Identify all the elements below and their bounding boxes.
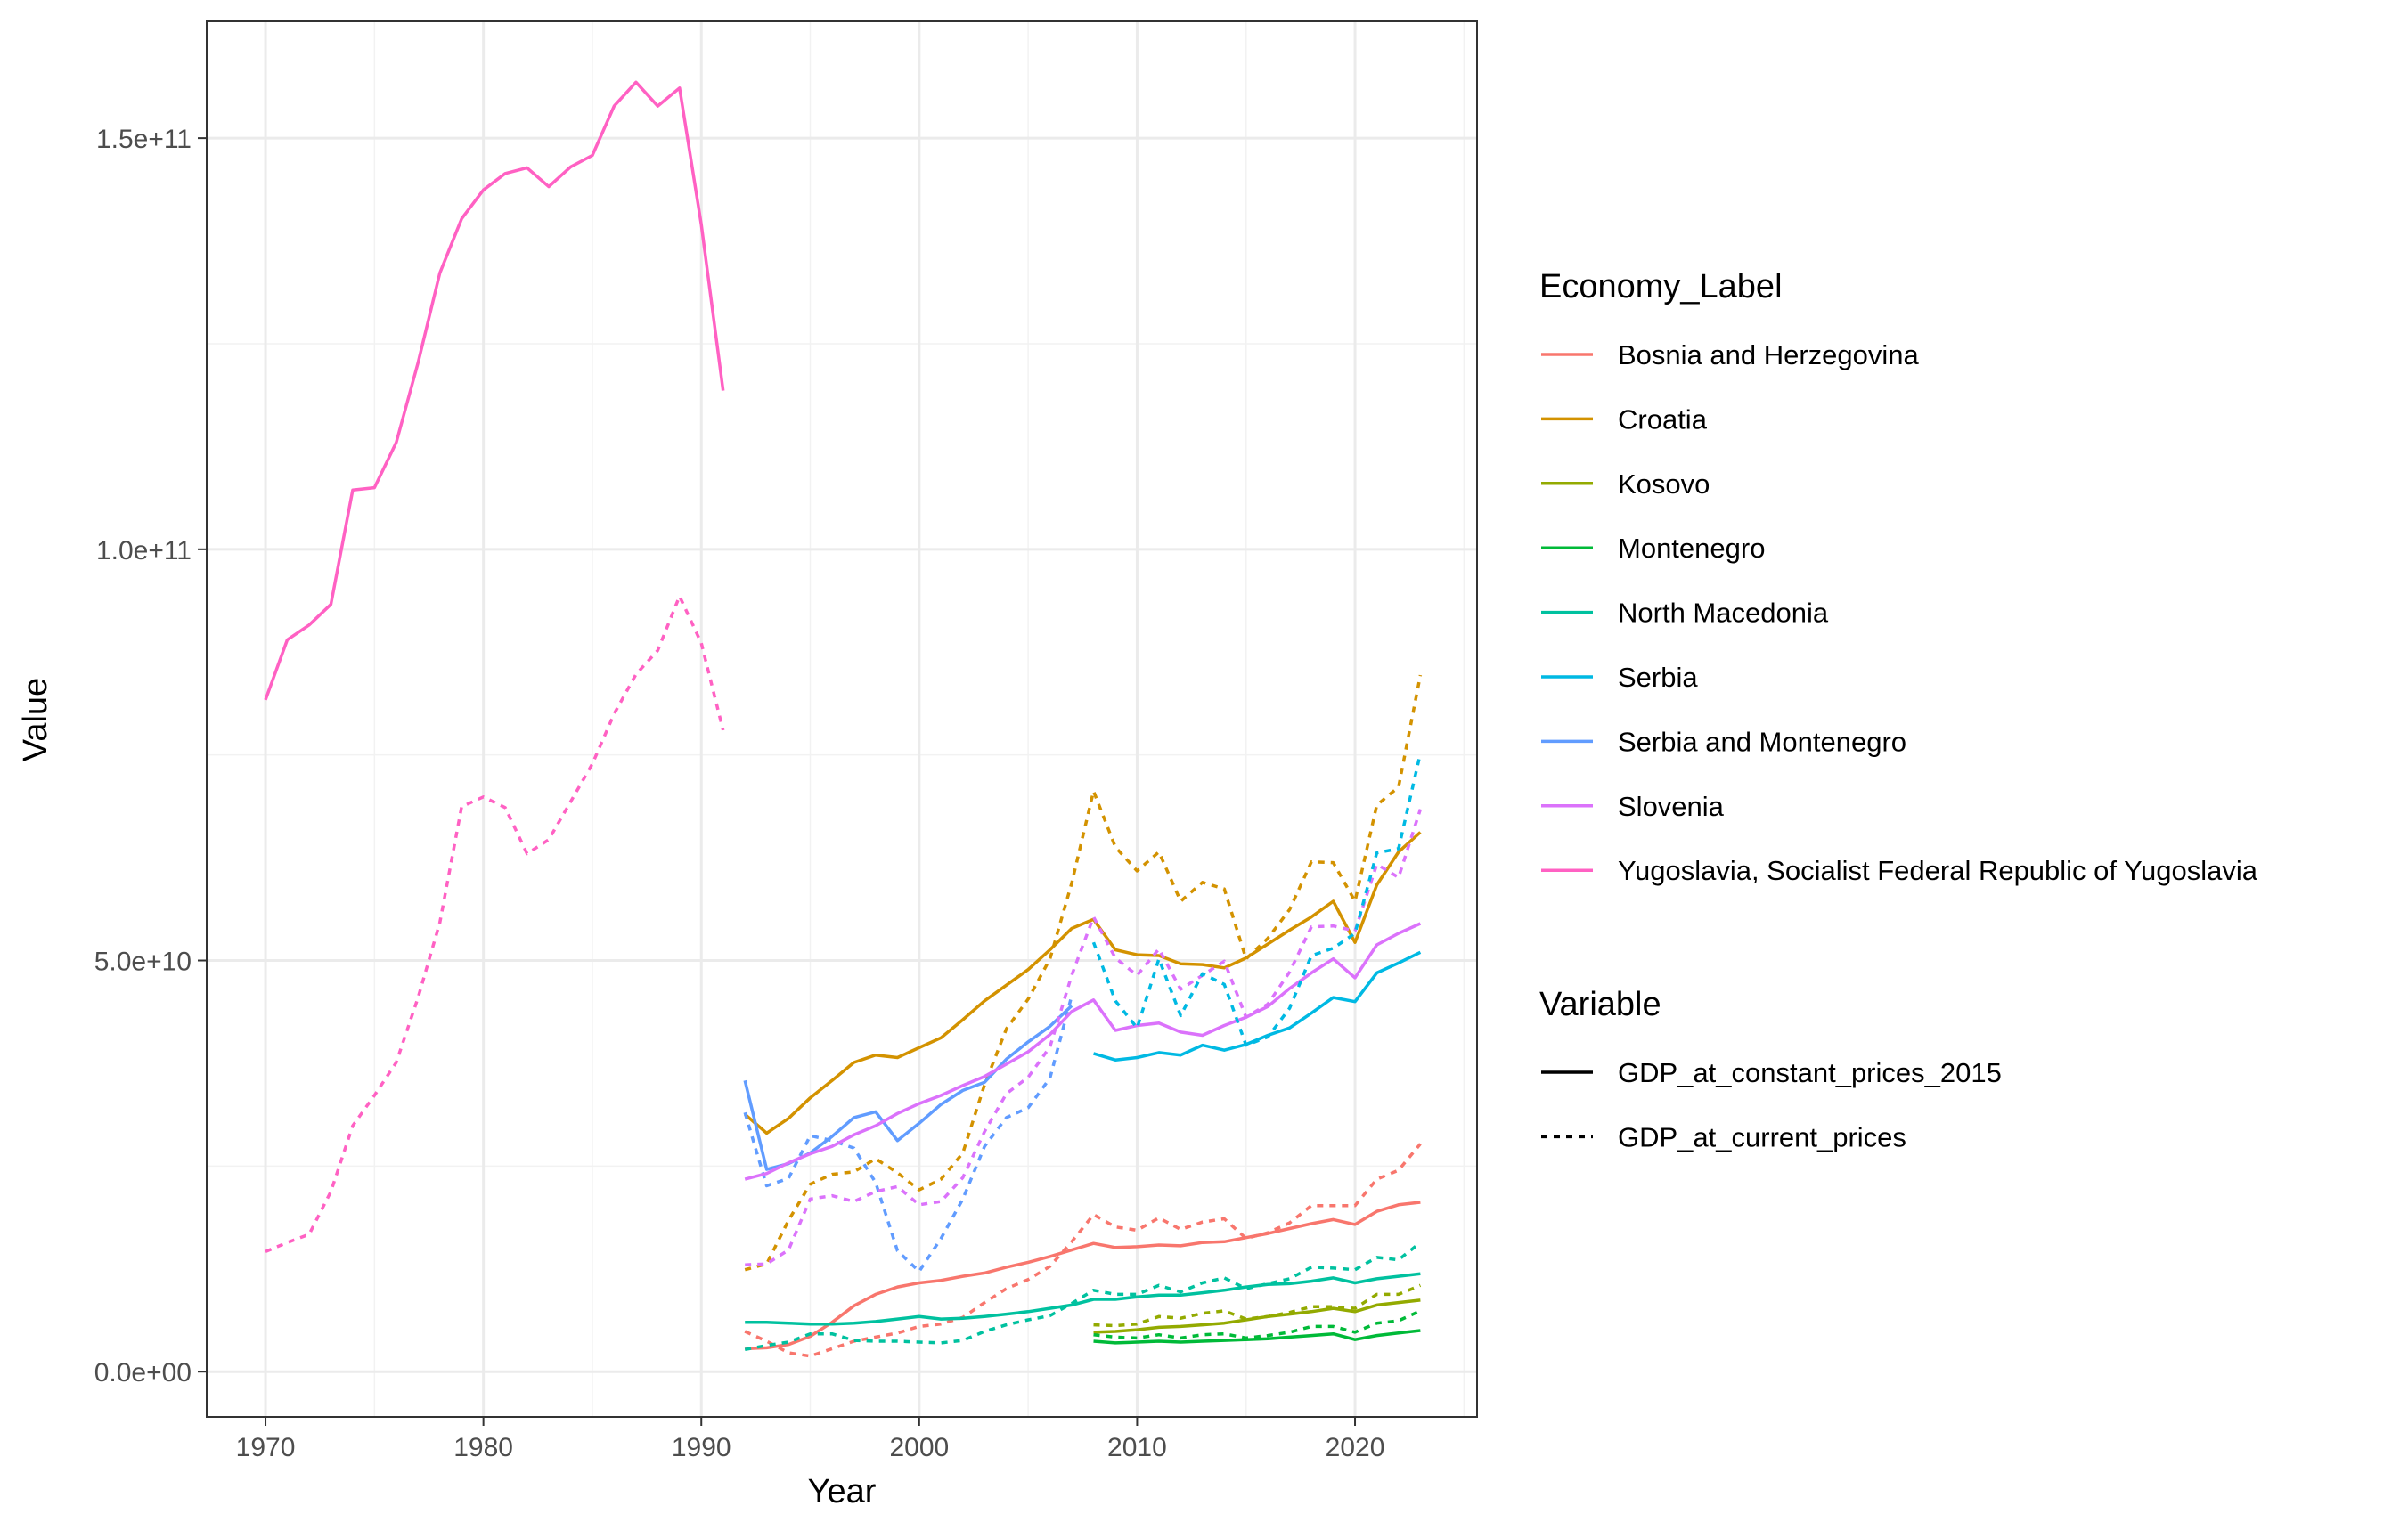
y-tick-label: 1.0e+11	[96, 536, 192, 566]
legend-title-economy: Economy_Label	[1539, 268, 1783, 305]
legend-label-slovenia: Slovenia	[1618, 791, 1725, 822]
legend-label-yugoslavia-socialist-federal-republic-of-yugoslavia: Yugoslavia, Socialist Federal Republic o…	[1618, 855, 2258, 886]
series-line-croatia-constant	[744, 831, 1422, 1135]
panel-background	[207, 21, 1477, 1417]
legend-label-gdp-at-current-prices: GDP_at_current_prices	[1618, 1121, 1906, 1152]
x-tick-label: 1970	[236, 1433, 296, 1462]
x-axis-title: Year	[808, 1473, 877, 1510]
series-line-slovenia-current	[745, 809, 1423, 1266]
x-tick-label: 2000	[889, 1433, 949, 1462]
series-line-montenegro-constant	[1093, 1329, 1421, 1345]
x-tick-label: 2020	[1326, 1433, 1385, 1462]
legend-label-north-macedonia: North Macedonia	[1618, 598, 1829, 629]
series-line-kosovo-current	[1093, 1283, 1422, 1328]
series-line-croatia-current	[744, 674, 1423, 1272]
y-tick-label: 5.0e+10	[94, 948, 192, 977]
legend-title-variable: Variable	[1539, 986, 1661, 1023]
series-line-yugoslavia-socialist-federal-republic-of-yugoslavia-current	[265, 594, 725, 1254]
grid-major	[207, 21, 1477, 1417]
y-axis-title: Value	[17, 678, 54, 761]
panel-border	[206, 20, 1478, 1418]
legend-label-montenegro: Montenegro	[1618, 533, 1765, 564]
x-axis: 1970 1980 1990 2000 2010 2020	[236, 1417, 1385, 1462]
series-line-north-macedonia-current	[744, 1241, 1422, 1352]
grid-minor	[207, 21, 1477, 1417]
legend-label-croatia: Croatia	[1618, 403, 1708, 435]
series-line-serbia-and-montenegro-current	[743, 995, 1073, 1274]
legend-label-serbia: Serbia	[1618, 662, 1698, 693]
legend-label-gdp-at-constant-prices-2015: GDP_at_constant_prices_2015	[1618, 1057, 2002, 1088]
series-line-bosnia-and-herzegovina-current	[744, 1143, 1422, 1358]
legend-variable-items: GDP_at_constant_prices_2015 GDP_at_curren…	[1541, 1057, 2002, 1152]
y-tick-label: 1.5e+11	[96, 125, 192, 154]
legend: Economy_Label Bosnia and Herzegovina Croa…	[1539, 268, 2258, 1152]
series-layer	[264, 80, 1423, 1358]
plot-panel	[206, 20, 1478, 1418]
x-tick-label: 1980	[453, 1433, 513, 1462]
legend-label-kosovo: Kosovo	[1618, 468, 1710, 500]
series-line-north-macedonia-constant	[745, 1272, 1421, 1326]
y-tick-label: 0.0e+00	[94, 1358, 192, 1388]
x-tick-label: 2010	[1107, 1433, 1167, 1462]
x-tick-label: 1990	[672, 1433, 731, 1462]
series-line-serbia-current	[1091, 753, 1423, 1047]
legend-economy-items: Bosnia and Herzegovina Croatia Kosovo Monte…	[1541, 339, 2258, 886]
series-line-montenegro-current	[1093, 1309, 1422, 1340]
legend-label-bosnia-and-herzegovina: Bosnia and Herzegovina	[1618, 339, 1920, 370]
series-line-yugoslavia-socialist-federal-republic-of-yugoslavia-constant	[264, 80, 725, 701]
y-axis: 0.0e+00 5.0e+10 1.0e+11 1.5e+11	[94, 125, 207, 1388]
legend-label-serbia-and-montenegro: Serbia and Montenegro	[1618, 726, 1906, 757]
series-line-slovenia-constant	[744, 922, 1422, 1181]
series-line-bosnia-and-herzegovina-constant	[745, 1201, 1421, 1351]
